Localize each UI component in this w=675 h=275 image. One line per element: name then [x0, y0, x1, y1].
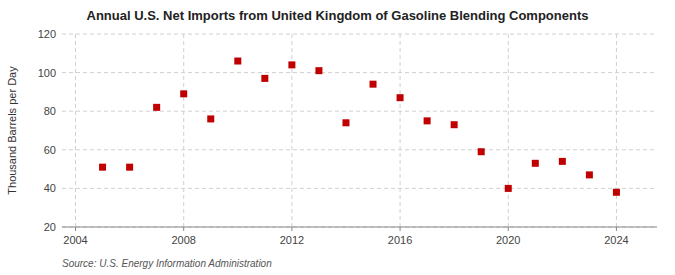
- x-tick-label: 2004: [63, 234, 87, 246]
- point: [586, 171, 593, 178]
- x-grid-line: [183, 34, 184, 227]
- point: [505, 185, 512, 192]
- y-grid-line: [62, 149, 657, 150]
- y-axis-label: Thousand Barrels per Day: [6, 66, 18, 195]
- chart-container: Annual U.S. Net Imports from United King…: [0, 0, 675, 275]
- x-tick-label: 2012: [280, 234, 304, 246]
- y-tick-label: 100: [38, 67, 56, 79]
- point: [397, 94, 404, 101]
- point: [424, 117, 431, 124]
- y-grid-line: [62, 111, 657, 112]
- point: [99, 164, 106, 171]
- y-grid-line: [62, 188, 657, 189]
- point: [207, 115, 214, 122]
- grid: [62, 34, 657, 227]
- point: [342, 119, 349, 126]
- point: [261, 75, 268, 82]
- point: [234, 58, 241, 65]
- point: [478, 148, 485, 155]
- x-tick-label: 2008: [171, 234, 195, 246]
- x-grid-line: [508, 34, 509, 227]
- point: [315, 67, 322, 74]
- y-tick-label: 60: [44, 144, 56, 156]
- x-tick-mark: [291, 227, 292, 231]
- y-tick-label: 40: [44, 182, 56, 194]
- point: [532, 160, 539, 167]
- chart-svg: Annual U.S. Net Imports from United King…: [0, 0, 675, 275]
- point: [559, 158, 566, 165]
- x-tick-mark: [508, 227, 509, 231]
- x-tick-label: 2016: [388, 234, 412, 246]
- point: [288, 61, 295, 68]
- x-tick-mark: [400, 227, 401, 231]
- point: [180, 90, 187, 97]
- x-tick-label: 2020: [496, 234, 520, 246]
- x-tick-mark: [616, 227, 617, 231]
- x-tick-label: 2024: [604, 234, 628, 246]
- x-grid-line: [400, 34, 401, 227]
- point: [451, 121, 458, 128]
- x-grid-line: [616, 34, 617, 227]
- points: [99, 58, 620, 196]
- point: [613, 189, 620, 196]
- y-grid-line: [62, 34, 657, 35]
- x-axis-line: [62, 227, 657, 228]
- x-grid-line: [75, 34, 76, 227]
- point: [126, 164, 133, 171]
- y-grid-line: [62, 227, 657, 228]
- y-grid-line: [62, 72, 657, 73]
- x-tick-mark: [183, 227, 184, 231]
- point: [153, 104, 160, 111]
- point: [370, 81, 377, 88]
- title: Annual U.S. Net Imports from United King…: [87, 8, 589, 23]
- y-tick-label: 120: [38, 28, 56, 40]
- x-tick-mark: [75, 227, 76, 231]
- y-tick-label: 80: [44, 105, 56, 117]
- source-note: Source: U.S. Energy Information Administ…: [62, 258, 272, 269]
- y-tick-label: 20: [44, 221, 56, 233]
